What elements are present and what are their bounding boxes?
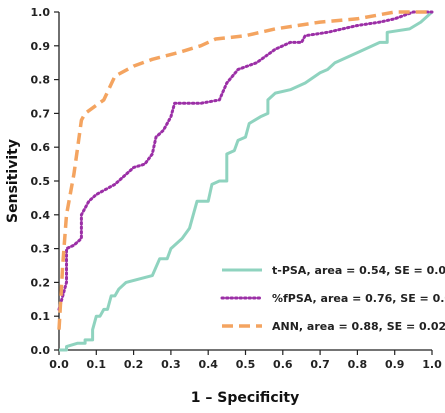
y-tick-label: 0.9 <box>31 40 51 53</box>
x-tick-label: 0.4 <box>198 358 218 371</box>
series-line-dashed <box>57 10 432 330</box>
x-tick-label: 0.2 <box>124 358 144 371</box>
y-tick-label: 0.5 <box>31 175 51 188</box>
legend-label: %fPSA, area = 0.76, SE = 0.028 <box>272 292 445 305</box>
x-tick-label: 0.8 <box>348 358 368 371</box>
y-tick-label: 0.8 <box>31 74 51 87</box>
y-axis: 0.0 0.1 0.2 0.3 0.4 0.5 0.6 0.7 0.8 0.9 1.0 <box>31 6 60 357</box>
x-tick-label: 0.7 <box>310 358 330 371</box>
x-axis: 0.0 0.1 0.2 0.3 0.4 0.5 0.6 0.7 0.8 0.9 1.0 <box>49 349 442 371</box>
y-tick-label: 0.2 <box>31 276 51 289</box>
y-tick-label: 1.0 <box>31 6 51 19</box>
y-tick-label: 0.0 <box>31 344 51 357</box>
y-tick-label: 0.6 <box>31 141 51 154</box>
x-tick-label: 0.1 <box>87 358 107 371</box>
series-line-dotted <box>57 10 434 311</box>
series-layer <box>57 10 434 352</box>
legend-label: t-PSA, area = 0.54, SE = 0.038 <box>272 264 445 277</box>
x-axis-title: 1 – Specificity <box>191 390 299 406</box>
series-line-solid <box>59 10 434 352</box>
legend-label: ANN, area = 0.88, SE = 0.020 <box>272 320 445 333</box>
legend: t-PSA, area = 0.54, SE = 0.038 %fPSA, are… <box>220 264 445 333</box>
x-tick-label: 0.9 <box>385 358 405 371</box>
x-tick-label: 0.6 <box>273 358 293 371</box>
y-tick-label: 0.3 <box>31 243 51 256</box>
x-tick-label: 0.3 <box>161 358 181 371</box>
y-tick-label: 0.4 <box>31 209 51 222</box>
y-tick-label: 0.1 <box>31 310 51 323</box>
y-axis-title: Sensitivity <box>5 139 21 223</box>
x-tick-label: 0.0 <box>49 358 69 371</box>
x-tick-label: 1.0 <box>422 358 442 371</box>
y-tick-label: 0.7 <box>31 107 51 120</box>
x-tick-label: 0.5 <box>236 358 256 371</box>
